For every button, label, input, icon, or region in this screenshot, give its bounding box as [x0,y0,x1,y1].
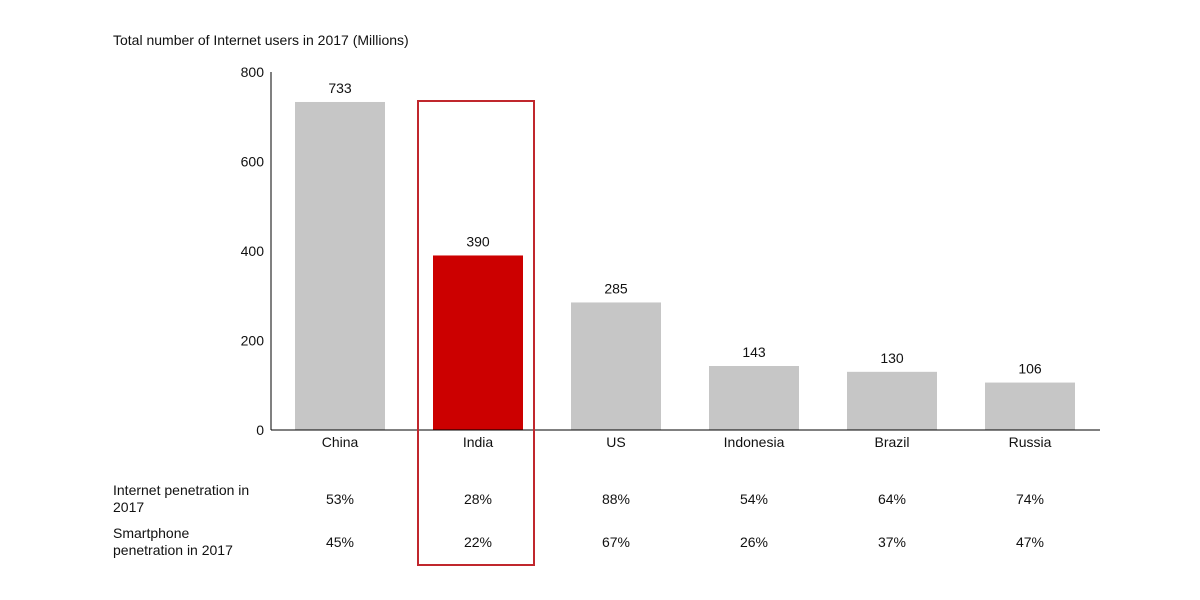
table-cell-us: 88% [602,491,630,507]
y-tick-label: 800 [241,64,265,80]
table-cell-china: 53% [326,491,354,507]
bar-china [295,101,385,431]
bar-indonesia [709,366,799,430]
x-axis: China India US Indonesia Brazil Russia [271,429,1100,450]
category-label-india: India [463,434,494,450]
bar-brazil [847,371,937,430]
value-label-us: 285 [604,280,628,296]
bars [295,101,1075,431]
table-cell-russia: 47% [1016,534,1044,550]
category-label-indonesia: Indonesia [724,434,785,450]
value-label-india: 390 [466,233,490,249]
y-axis: 0 200 400 600 800 [241,64,272,438]
table-cell-indonesia: 26% [740,534,768,550]
category-label-china: China [322,434,359,450]
chart-title: Total number of Internet users in 2017 (… [113,32,409,48]
y-tick-label: 200 [241,333,265,349]
value-labels: 733 390 285 143 130 106 [328,80,1042,377]
table-cell-china: 45% [326,534,354,550]
table-cell-brazil: 64% [878,491,906,507]
table-cell-india: 22% [464,534,492,550]
category-label-brazil: Brazil [874,434,909,450]
india-highlight-outline [417,100,535,566]
y-tick-label: 400 [241,243,265,259]
bar-india [433,255,523,430]
y-tick-label: 600 [241,154,265,170]
penetration-table: Internet penetration in 2017 53% 28% 88% 54% 6… [113,482,1044,558]
category-label-us: US [606,434,625,450]
bar-russia [985,382,1075,430]
value-label-indonesia: 143 [742,344,766,360]
table-cell-russia: 74% [1016,491,1044,507]
bar-us [571,302,661,430]
table-row-label: Internet penetration in 2017 [113,482,249,515]
category-label-russia: Russia [1009,434,1052,450]
value-label-russia: 106 [1018,361,1042,377]
table-cell-indonesia: 54% [740,491,768,507]
value-label-brazil: 130 [880,350,904,366]
table-cell-us: 67% [602,534,630,550]
table-row-label: Smartphone penetration in 2017 [113,525,233,558]
value-label-china: 733 [328,80,352,96]
table-cell-india: 28% [464,491,492,507]
table-cell-brazil: 37% [878,534,906,550]
y-tick-label: 0 [256,422,264,438]
